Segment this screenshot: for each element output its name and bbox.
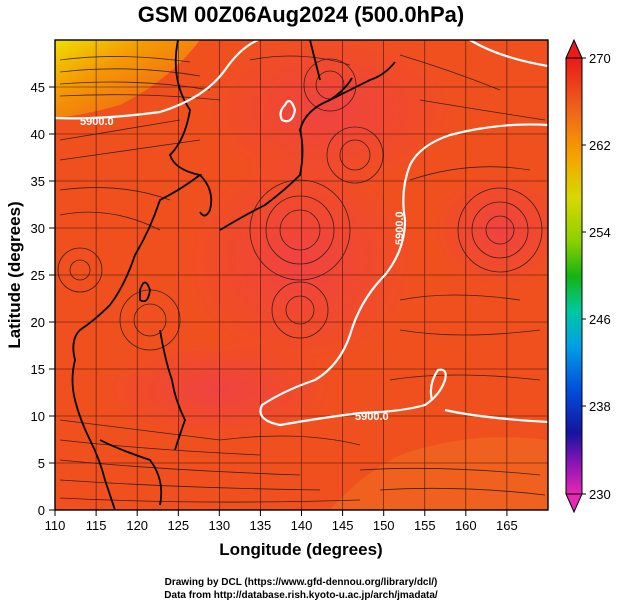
kuril-coast (329, 61, 396, 101)
credit-data: Data from http://database.rish.kyoto-u.a… (164, 590, 438, 601)
contour-5900-loop (279, 99, 297, 123)
y-tick-labels: 0 5 10 15 20 25 30 35 40 45 (31, 80, 45, 518)
x-tick-label: 115 (86, 518, 107, 533)
colorbar-tick-label: 246 (589, 312, 611, 327)
y-axis-label: Latitude (degrees) (5, 201, 24, 348)
colorbar-tick-label: 270 (589, 51, 611, 66)
x-tick-label: 125 (167, 518, 189, 533)
y-tick-label: 10 (31, 409, 45, 424)
chart-title: GSM 00Z06Aug2024 (500.0hPa) (138, 2, 464, 27)
borneo-coast (99, 439, 163, 506)
contour-5900-ridge (259, 123, 548, 427)
x-tick-label: 120 (126, 518, 148, 533)
warm-region-east (430, 170, 548, 290)
warm-region-north (200, 40, 460, 190)
geopotential-contours (55, 40, 548, 427)
korea-coast (199, 174, 213, 217)
cool-region-southeast (330, 437, 548, 510)
y-tick-label: 25 (31, 268, 45, 283)
warm-region-central (180, 150, 420, 370)
colorbar-bottom-arrow (565, 493, 583, 514)
y-tick-label: 0 (38, 503, 45, 518)
sakhalin-coast (309, 40, 321, 81)
y-tick-label: 35 (31, 174, 45, 189)
x-tick-labels: 110 115 120 125 130 135 140 145 150 155 … (45, 518, 518, 533)
contour-5900-northeast (469, 40, 548, 68)
warm-region-south (100, 340, 340, 440)
map-plot: 5900.0 5900.0 5900.0 (55, 40, 548, 510)
contour-label-south: 5900.0 (355, 411, 389, 423)
wind-streamlines (57, 54, 546, 503)
tick-marks (49, 86, 508, 516)
x-tick-label: 130 (208, 518, 230, 533)
x-tick-label: 110 (45, 518, 66, 533)
y-tick-label: 5 (38, 456, 45, 471)
x-tick-label: 140 (291, 518, 313, 533)
y-tick-label: 40 (31, 127, 45, 142)
x-tick-label: 160 (455, 518, 477, 533)
y-tick-label: 20 (31, 315, 45, 330)
credit-drawing: Drawing by DCL (https://www.gfd-dennou.o… (165, 577, 438, 588)
cool-region-northwest (55, 40, 200, 118)
y-tick-label: 15 (31, 362, 45, 377)
colorbar-ramp (565, 57, 583, 495)
colorbar-tick-label: 230 (589, 487, 611, 502)
x-tick-label: 155 (414, 518, 436, 533)
philippines-coast (159, 329, 186, 451)
coastlines (71, 40, 396, 510)
colorbar-tick-label: 238 (589, 399, 611, 414)
colorbar: 270 262 254 246 238 230 (565, 38, 611, 514)
x-tick-label: 150 (373, 518, 395, 533)
asia-coast (71, 40, 203, 510)
x-axis-label: Longitude (degrees) (219, 540, 382, 559)
contour-label-north: 5900.0 (80, 116, 114, 128)
grid (55, 40, 548, 510)
contour-5900-tail (444, 408, 548, 424)
colorbar-tick-label: 262 (589, 138, 611, 153)
x-tick-label: 165 (496, 518, 518, 533)
y-tick-label: 45 (31, 80, 45, 95)
contour-label-ridge: 5900.0 (394, 211, 406, 245)
taiwan-coast (139, 281, 151, 303)
colorbar-top-arrow (565, 38, 583, 59)
y-tick-label: 30 (31, 221, 45, 236)
x-tick-label: 145 (332, 518, 354, 533)
contour-5900-north (55, 40, 259, 120)
colorbar-tick-label: 254 (589, 225, 611, 240)
x-tick-label: 135 (250, 518, 272, 533)
